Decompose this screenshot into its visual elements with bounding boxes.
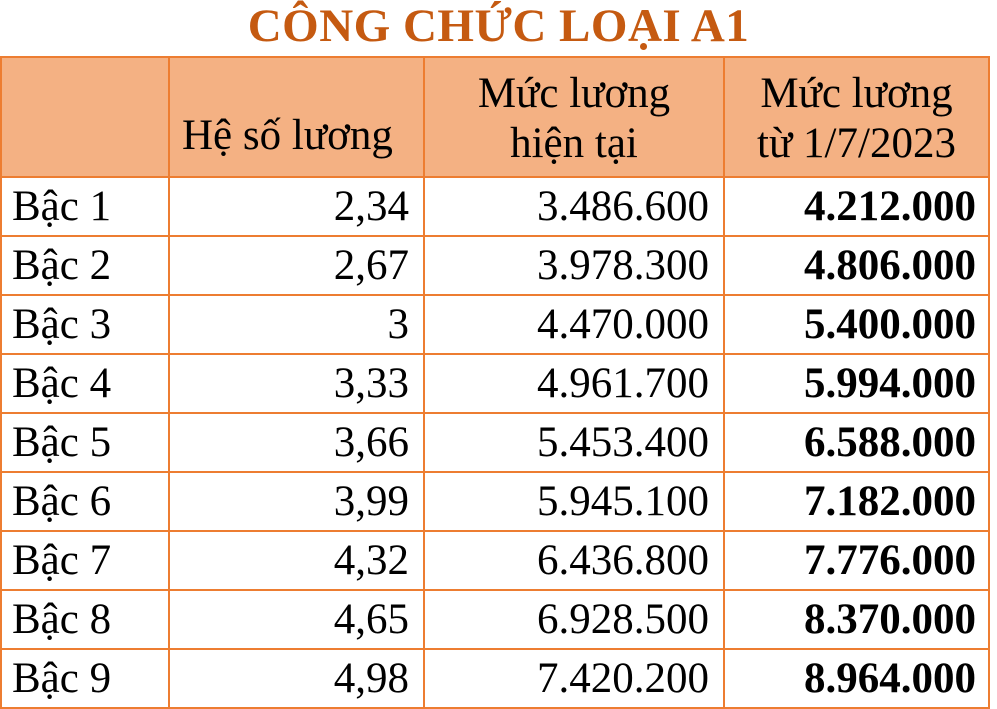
table-row-bac-7: Bậc 7 4,32 6.436.800 7.776.000 <box>0 530 990 591</box>
current-salary-value: 5.453.400 <box>423 412 725 473</box>
header-current-line1: Mức lương <box>477 69 671 117</box>
row-label: Bậc 4 <box>0 353 170 414</box>
row-label: Bậc 3 <box>0 294 170 355</box>
row-label: Bậc 6 <box>0 471 170 532</box>
coefficient-value: 2,67 <box>168 235 425 296</box>
coefficient-value: 4,65 <box>168 589 425 650</box>
table-row-bac-3: Bậc 3 3 4.470.000 5.400.000 <box>0 294 990 355</box>
table-row-bac-2: Bậc 2 2,67 3.978.300 4.806.000 <box>0 235 990 296</box>
new-salary-value: 4.806.000 <box>723 235 990 296</box>
row-label: Bậc 7 <box>0 530 170 591</box>
table-row-bac-5: Bậc 5 3,66 5.453.400 6.588.000 <box>0 412 990 473</box>
salary-table: Hệ số lương Mức lương hiện tại Mức lương… <box>0 56 990 709</box>
current-salary-value: 4.470.000 <box>423 294 725 355</box>
new-salary-value: 5.400.000 <box>723 294 990 355</box>
table-header-row: Hệ số lương Mức lương hiện tại Mức lương… <box>0 56 990 178</box>
row-label: Bậc 9 <box>0 648 170 709</box>
current-salary-value: 6.928.500 <box>423 589 725 650</box>
page-title: CÔNG CHỨC LOẠI A1 <box>247 0 750 52</box>
header-new-line1: Mức lương <box>760 69 953 117</box>
coefficient-value: 3,99 <box>168 471 425 532</box>
new-salary-value: 6.588.000 <box>723 412 990 473</box>
coefficient-value: 3 <box>168 294 425 355</box>
current-salary-value: 7.420.200 <box>423 648 725 709</box>
new-salary-value: 8.964.000 <box>723 648 990 709</box>
new-salary-value: 5.994.000 <box>723 353 990 414</box>
table-row-bac-6: Bậc 6 3,99 5.945.100 7.182.000 <box>0 471 990 532</box>
current-salary-value: 3.486.600 <box>423 176 725 237</box>
header-coefficient-label: Hệ số lương <box>182 112 393 160</box>
current-salary-value: 4.961.700 <box>423 353 725 414</box>
coefficient-value: 4,32 <box>168 530 425 591</box>
title-band: CÔNG CHỨC LOẠI A1 <box>0 0 997 56</box>
header-blank-cell <box>0 56 170 178</box>
new-salary-value: 7.182.000 <box>723 471 990 532</box>
header-new-line2: từ 1/7/2023 <box>757 120 956 168</box>
new-salary-value: 4.212.000 <box>723 176 990 237</box>
new-salary-value: 8.370.000 <box>723 589 990 650</box>
table-row-bac-9: Bậc 9 4,98 7.420.200 8.964.000 <box>0 648 990 709</box>
row-label: Bậc 2 <box>0 235 170 296</box>
coefficient-value: 3,33 <box>168 353 425 414</box>
header-current-line2: hiện tại <box>510 120 638 168</box>
new-salary-value: 7.776.000 <box>723 530 990 591</box>
coefficient-value: 2,34 <box>168 176 425 237</box>
row-label: Bậc 5 <box>0 412 170 473</box>
current-salary-value: 5.945.100 <box>423 471 725 532</box>
table-row-bac-8: Bậc 8 4,65 6.928.500 8.370.000 <box>0 589 990 650</box>
coefficient-value: 4,98 <box>168 648 425 709</box>
table-row-bac-4: Bậc 4 3,33 4.961.700 5.994.000 <box>0 353 990 414</box>
table-row-bac-1: Bậc 1 2,34 3.486.600 4.212.000 <box>0 176 990 237</box>
current-salary-value: 3.978.300 <box>423 235 725 296</box>
coefficient-value: 3,66 <box>168 412 425 473</box>
current-salary-value: 6.436.800 <box>423 530 725 591</box>
row-label: Bậc 1 <box>0 176 170 237</box>
header-new-salary: Mức lương từ 1/7/2023 <box>723 56 990 178</box>
header-current-salary: Mức lương hiện tại <box>423 56 725 178</box>
header-coefficient: Hệ số lương <box>168 56 425 178</box>
row-label: Bậc 8 <box>0 589 170 650</box>
